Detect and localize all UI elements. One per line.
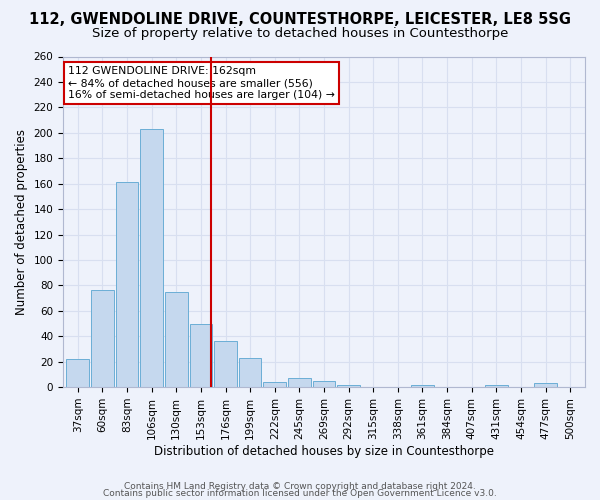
Bar (91, 290, 114, 387)
Bar (214, 342, 237, 387)
Bar (190, 324, 212, 387)
Bar (116, 182, 139, 387)
Text: Contains public sector information licensed under the Open Government Licence v3: Contains public sector information licen… (103, 489, 497, 498)
Bar (140, 129, 163, 387)
Bar (337, 384, 360, 387)
Text: Contains HM Land Registry data © Crown copyright and database right 2024.: Contains HM Land Registry data © Crown c… (124, 482, 476, 491)
Bar (534, 384, 557, 387)
Text: 112 GWENDOLINE DRIVE: 162sqm
← 84% of detached houses are smaller (556)
16% of s: 112 GWENDOLINE DRIVE: 162sqm ← 84% of de… (68, 66, 335, 100)
Text: Size of property relative to detached houses in Countesthorpe: Size of property relative to detached ho… (92, 28, 508, 40)
Bar (67, 359, 89, 387)
Y-axis label: Number of detached properties: Number of detached properties (15, 129, 28, 315)
Bar (239, 358, 262, 387)
Bar (411, 384, 434, 387)
Bar (313, 380, 335, 387)
Text: 112, GWENDOLINE DRIVE, COUNTESTHORPE, LEICESTER, LE8 5SG: 112, GWENDOLINE DRIVE, COUNTESTHORPE, LE… (29, 12, 571, 28)
Bar (288, 378, 311, 387)
X-axis label: Distribution of detached houses by size in Countesthorpe: Distribution of detached houses by size … (154, 444, 494, 458)
Bar (485, 384, 508, 387)
Bar (165, 292, 188, 387)
Bar (263, 382, 286, 387)
